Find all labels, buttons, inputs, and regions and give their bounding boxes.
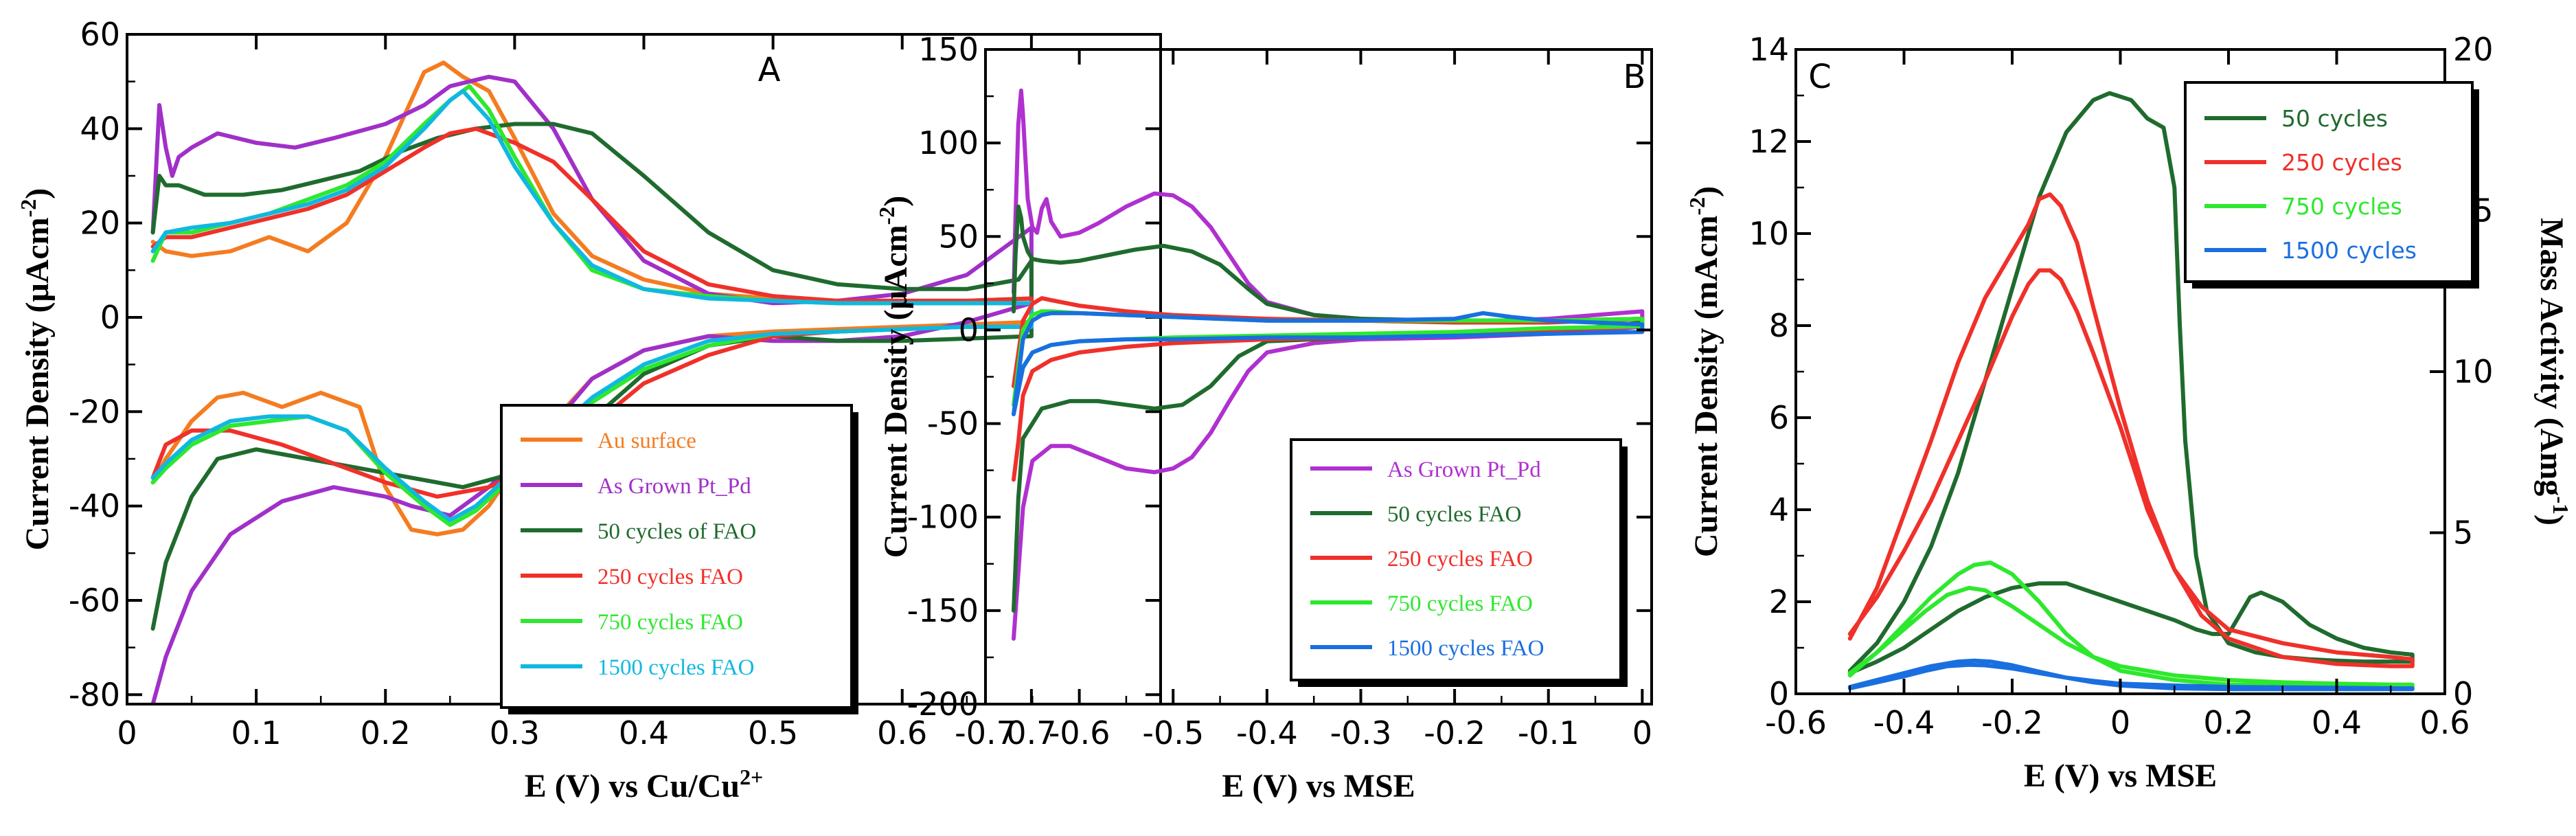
y-tick-label: -40 <box>69 488 120 525</box>
plot-area <box>1012 88 1645 641</box>
x-tick-label: -0.6 <box>1765 704 1827 741</box>
x-tick-label: 0.3 <box>490 714 540 752</box>
panel-C: -0.6-0.4-0.200.20.40.6141210864202015105… <box>1685 31 2573 794</box>
y-tick-label: 4 <box>1769 491 1789 528</box>
y-axis-title: Current Density (mAcm-2) <box>1685 186 1724 557</box>
y-tick-label: 8 <box>1769 307 1789 344</box>
y-tick-label: 20 <box>80 205 120 242</box>
x-tick-label: -0.5 <box>1142 714 1204 752</box>
x-tick-label: 0.4 <box>2312 704 2362 741</box>
x-tick-label: -0.2 <box>1981 704 2043 741</box>
x-tick-label: 0.2 <box>2203 704 2253 741</box>
y-tick-label: 50 <box>938 218 979 255</box>
y-tick-label: -200 <box>907 686 979 723</box>
x-tick-label: 0.2 <box>361 714 411 752</box>
x-tick-label: -0.4 <box>1873 704 1935 741</box>
y-tick-label: 6 <box>1769 399 1789 436</box>
panel-A: 0 0.1 0.2 0.3 0.4 0.5 0.6 0.7 60 40 20 0 -20 -40 -60 -8… <box>16 16 1162 804</box>
y-tick-label: -60 <box>69 582 120 619</box>
series-line-50-cycles <box>1847 91 2415 675</box>
legend-label: 750 cycles FAO <box>1387 591 1533 616</box>
y-axis-title: Current Density (μAcm-2) <box>874 196 914 558</box>
y2-tick-label: 5 <box>2453 515 2473 552</box>
y-tick-label: 12 <box>1748 123 1789 160</box>
legend-label: 50 cycles of FAO <box>597 519 756 544</box>
y-tick-label: 0 <box>1769 675 1789 712</box>
legend: As Grown Pt_Pd 50 cycles FAO 250 cycles FA… <box>1290 438 1628 687</box>
legend-label: 1500 cycles <box>2281 237 2417 264</box>
panel-letter: B <box>1623 58 1646 96</box>
y2-tick-label: 0 <box>2453 675 2473 712</box>
legend-label: Au surface <box>597 429 696 453</box>
x-axis-title: E (V) vs MSE <box>2024 758 2217 794</box>
y-tick-label: 150 <box>918 31 979 68</box>
legend-label: 1500 cycles FAO <box>597 655 755 680</box>
x-tick-label: 0.1 <box>231 714 282 752</box>
legend-label: 50 cycles FAO <box>1387 502 1522 527</box>
x-tick-label: -0.1 <box>1518 714 1580 752</box>
panel-B: -0.7 -0.6 -0.5 -0.4 -0.3 -0.2 -0.1 0 150 100 50 0 -5… <box>874 31 1653 804</box>
legend-label: 750 cycles FAO <box>597 610 743 635</box>
legend-label: 750 cycles <box>2281 193 2402 220</box>
y-axis-title: Current Density (μAcm-2) <box>16 188 56 551</box>
x-axis-title: E (V) vs MSE <box>1222 768 1415 804</box>
x-tick-label: -0.4 <box>1236 714 1298 752</box>
x-tick-label: -0.2 <box>1424 714 1485 752</box>
y-tick-label: -20 <box>69 393 120 430</box>
x-tick-label: 0 <box>117 714 137 752</box>
y-tick-label: -50 <box>927 405 979 442</box>
legend-label: 250 cycles FAO <box>1387 547 1533 572</box>
y-tick-label: -150 <box>907 592 979 629</box>
x-tick-label: -0.7 <box>955 714 1016 752</box>
y-tick-label: 100 <box>918 124 979 161</box>
y-tick-label: -80 <box>69 676 120 713</box>
legend-label: 50 cycles <box>2281 105 2388 132</box>
x-tick-label: 0 <box>2110 704 2130 741</box>
y-tick-label: 14 <box>1748 31 1789 68</box>
series-line-750-cycles <box>1847 561 2415 689</box>
y2-tick-label: 20 <box>2453 31 2494 68</box>
x-tick-label: 0.7 <box>1006 714 1056 752</box>
legend-box <box>500 404 853 709</box>
legend-label: 250 cycles FAO <box>597 565 743 589</box>
legend: Au surface As Grown Pt_Pd 50 cycles of FAO… <box>500 404 858 714</box>
panel-letter: C <box>1808 58 1832 96</box>
series-line-250-cycles <box>1847 192 2415 668</box>
x-tick-label: -0.6 <box>1049 714 1110 752</box>
x-tick-label: 0.5 <box>748 714 798 752</box>
legend: 50 cycles 250 cycles 750 cycles 1500 cycles <box>2184 81 2479 289</box>
series-line-1500-cycles-fao <box>1012 310 1645 416</box>
y-tick-label: -100 <box>907 499 979 536</box>
y-tick-label: 10 <box>1748 215 1789 252</box>
legend-label: 250 cycles <box>2281 149 2402 176</box>
x-tick-label: -0.3 <box>1330 714 1392 752</box>
series-line-750-cycles-fao <box>1012 309 1645 407</box>
x-axis-title: E (V) vs Cu/Cu2+ <box>525 765 764 804</box>
x-tick-label: 0.4 <box>619 714 669 752</box>
panel-letter: A <box>758 51 781 89</box>
legend-label: 1500 cycles FAO <box>1387 636 1545 661</box>
y-tick-label: 60 <box>80 16 120 53</box>
y-tick-label: 40 <box>80 110 120 147</box>
legend-label: As Grown Pt_Pd <box>597 474 751 499</box>
y-tick-label: 0 <box>100 299 120 336</box>
legend-label: As Grown Pt_Pd <box>1387 457 1541 482</box>
x-tick-label: 0.6 <box>2419 704 2470 741</box>
series-line-1500-cycles <box>1847 658 2415 692</box>
plot-area <box>1847 91 2415 692</box>
y-tick-label: 2 <box>1769 583 1789 620</box>
x-tick-label: 0 <box>1632 714 1652 752</box>
y2-tick-label: 10 <box>2453 353 2494 390</box>
x-tick-label: 0.6 <box>877 714 927 752</box>
series-line-as-grown-pt-pd <box>150 74 1034 704</box>
y2-axis-title: Mass Activity (Amg-1) <box>2533 218 2573 526</box>
y-tick-label: 0 <box>959 311 979 348</box>
